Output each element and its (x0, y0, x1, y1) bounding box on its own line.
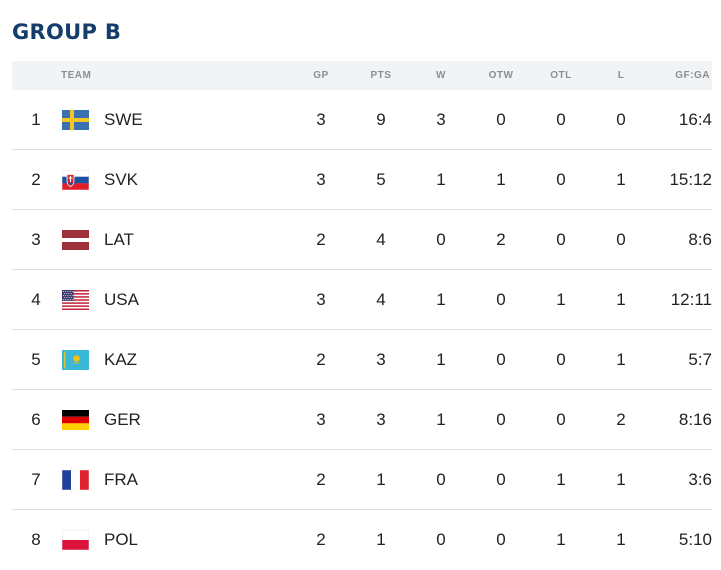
germany-flag-icon (62, 410, 89, 430)
table-row[interactable]: 2 SVK 3 5 1 1 0 1 15:12 (12, 150, 712, 210)
gp-value: 3 (316, 410, 326, 429)
otw-value: 0 (496, 410, 506, 429)
l-value: 0 (616, 110, 626, 129)
w-value: 3 (436, 110, 446, 129)
otl-value: 1 (556, 470, 566, 489)
otw-value: 2 (496, 230, 506, 249)
l-value: 1 (616, 290, 626, 309)
france-flag-icon (62, 470, 89, 490)
w-value: 1 (436, 170, 446, 189)
rank: 8 (31, 530, 41, 549)
w-value: 1 (436, 290, 446, 309)
rank: 1 (31, 110, 41, 129)
l-value: 1 (616, 350, 626, 369)
gp-value: 2 (316, 230, 326, 249)
rank: 6 (31, 410, 41, 429)
header-gp: GP (313, 70, 329, 81)
header-w: W (436, 70, 446, 81)
pts-value: 3 (376, 410, 386, 429)
w-value: 1 (436, 410, 446, 429)
team-name[interactable]: USA (104, 290, 139, 309)
table-row[interactable]: 4 USA 3 4 (12, 270, 712, 330)
pts-value: 9 (376, 110, 386, 129)
table-row[interactable]: 7 FRA 2 1 0 0 1 1 3:6 (12, 450, 712, 510)
otw-value: 0 (496, 290, 506, 309)
table-row[interactable]: 8 POL 2 1 0 0 1 1 5:10 (12, 510, 712, 570)
pts-value: 4 (376, 230, 386, 249)
gp-value: 3 (316, 290, 326, 309)
rank: 5 (31, 350, 41, 369)
gp-value: 3 (316, 110, 326, 129)
header-l: L (617, 70, 625, 81)
pts-value: 4 (376, 290, 386, 309)
gp-value: 2 (316, 530, 326, 549)
header-team: TEAM (61, 70, 92, 81)
group-title: GROUP B (12, 20, 122, 44)
team-name[interactable]: GER (104, 410, 141, 429)
team-name[interactable]: SVK (104, 170, 139, 189)
gfga-value: 8:16 (678, 410, 712, 429)
otw-value: 0 (496, 350, 506, 369)
usa-flag-icon (62, 290, 89, 310)
l-value: 0 (616, 230, 626, 249)
table-header: TEAM GP PTS W OTW OTL L GF:GA (12, 61, 712, 90)
otw-value: 0 (496, 110, 506, 129)
otl-value: 1 (556, 530, 566, 549)
otl-value: 0 (556, 170, 566, 189)
rank: 7 (31, 470, 41, 489)
table-row[interactable]: 5 KAZ 2 3 1 0 0 1 5:7 (12, 330, 712, 390)
rank: 4 (31, 290, 41, 309)
l-value: 2 (616, 410, 626, 429)
gp-value: 2 (316, 350, 326, 369)
gp-value: 2 (316, 470, 326, 489)
w-value: 1 (436, 350, 446, 369)
otl-value: 0 (556, 350, 566, 369)
kazakhstan-flag-icon (62, 350, 89, 370)
header-otw: OTW (488, 70, 514, 81)
gfga-value: 3:6 (688, 470, 712, 489)
otw-value: 0 (496, 470, 506, 489)
otl-value: 1 (556, 290, 566, 309)
gfga-value: 12:11 (670, 290, 712, 309)
gp-value: 3 (316, 170, 326, 189)
team-name[interactable]: LAT (104, 230, 134, 249)
sweden-flag-icon (62, 110, 89, 130)
rank: 2 (31, 170, 41, 189)
gfga-value: 5:7 (688, 350, 712, 369)
gfga-value: 8:6 (688, 230, 712, 249)
table-row[interactable]: 1 SWE 3 9 3 0 0 0 16:4 (12, 90, 712, 150)
pts-value: 5 (376, 170, 386, 189)
otl-value: 0 (556, 410, 566, 429)
standings-table: TEAM GP PTS W OTW OTL L GF:GA 1 SWE 3 9 … (12, 61, 712, 570)
pts-value: 1 (376, 470, 386, 489)
header-otl: OTL (550, 70, 572, 81)
otw-value: 0 (496, 530, 506, 549)
table-row[interactable]: 6 GER 3 3 1 0 0 2 8:16 (12, 390, 712, 450)
latvia-flag-icon (62, 230, 89, 250)
pts-value: 1 (376, 530, 386, 549)
header-pts: PTS (370, 70, 392, 81)
w-value: 0 (436, 530, 446, 549)
otw-value: 1 (496, 170, 506, 189)
header-gfga: GF:GA (675, 70, 710, 81)
gfga-value: 16:4 (678, 110, 712, 129)
l-value: 1 (616, 170, 626, 189)
pts-value: 3 (376, 350, 386, 369)
l-value: 1 (616, 530, 626, 549)
table-row[interactable]: 3 LAT 2 4 0 2 0 0 8:6 (12, 210, 712, 270)
otl-value: 0 (556, 230, 566, 249)
team-name[interactable]: FRA (104, 470, 138, 489)
l-value: 1 (616, 470, 626, 489)
gfga-value: 15:12 (669, 170, 712, 189)
otl-value: 0 (556, 110, 566, 129)
w-value: 0 (436, 230, 446, 249)
w-value: 0 (436, 470, 446, 489)
rank: 3 (31, 230, 41, 249)
team-name[interactable]: POL (104, 530, 139, 549)
team-name[interactable]: SWE (104, 110, 143, 129)
slovakia-flag-icon (62, 170, 89, 190)
team-name[interactable]: KAZ (104, 350, 138, 369)
poland-flag-icon (62, 530, 89, 550)
gfga-value: 5:10 (678, 530, 712, 549)
